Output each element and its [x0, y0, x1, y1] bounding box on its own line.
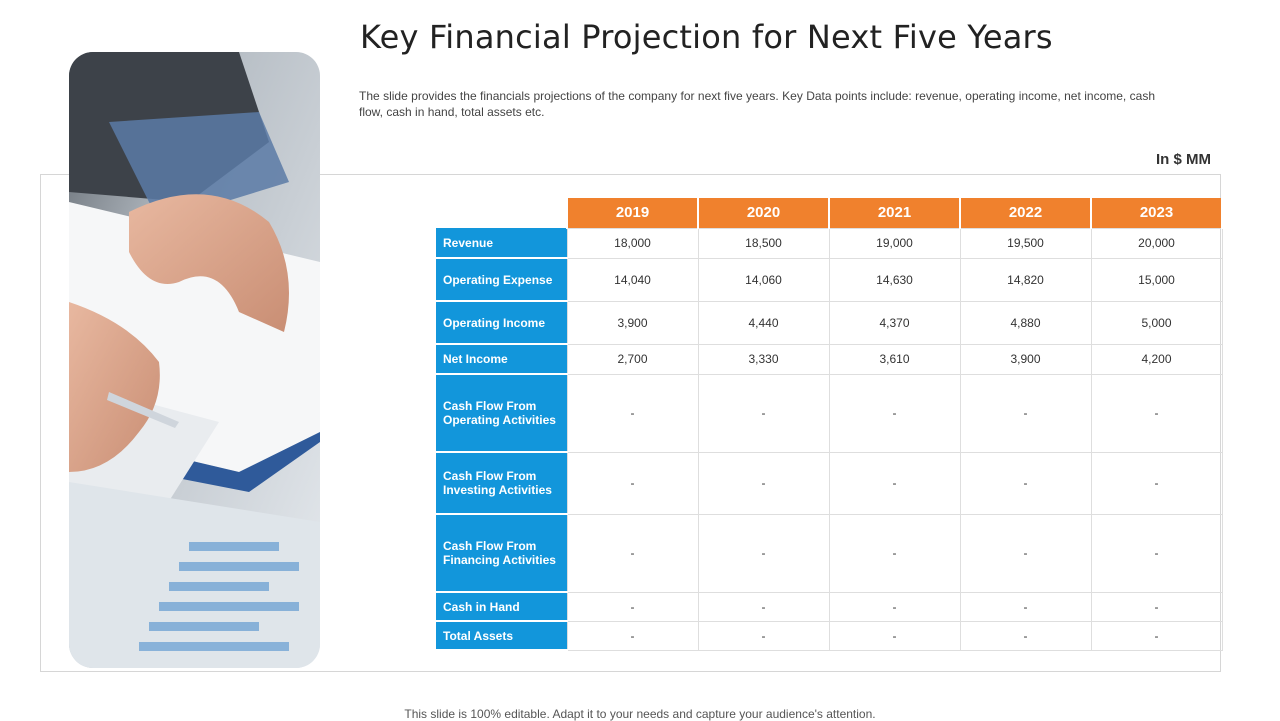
row-label: Total Assets — [436, 621, 567, 651]
table-cell: - — [566, 620, 699, 651]
table-cell: - — [959, 451, 1092, 515]
table-row-net-income: Net Income 2,700 3,330 3,610 3,900 4,200 — [436, 343, 1223, 375]
row-label: Operating Expense — [436, 258, 567, 302]
row-label: Cash Flow From Operating Activities — [436, 374, 567, 453]
row-label: Cash Flow From Financing Activities — [436, 514, 567, 593]
table-row-cash-flow-operating: Cash Flow From Operating Activities - - … — [436, 373, 1223, 453]
table-cell: - — [566, 591, 699, 622]
row-label: Cash in Hand — [436, 592, 567, 622]
year-header: 2020 — [697, 198, 830, 228]
table-row-cash-flow-investing: Cash Flow From Investing Activities - - … — [436, 451, 1223, 515]
year-header: 2021 — [828, 198, 961, 228]
table-cell: 14,040 — [566, 257, 699, 302]
table-cell: - — [828, 373, 961, 453]
table-cell: 19,500 — [959, 227, 1092, 259]
table-row-operating-expense: Operating Expense 14,040 14,060 14,630 1… — [436, 257, 1223, 302]
table-cell: - — [828, 451, 961, 515]
table-row-cash-in-hand: Cash in Hand - - - - - — [436, 591, 1223, 622]
table-cell: 3,900 — [566, 300, 699, 345]
table-cell: 18,500 — [697, 227, 830, 259]
year-header-row: 2019 2020 2021 2022 2023 — [436, 198, 1223, 228]
row-label: Revenue — [436, 228, 567, 259]
table-cell: - — [1090, 451, 1223, 515]
table-cell: - — [697, 591, 830, 622]
table-cell: 14,820 — [959, 257, 1092, 302]
table-cell: - — [1090, 373, 1223, 453]
year-header: 2019 — [566, 198, 699, 228]
table-cell: - — [566, 513, 699, 593]
header-corner — [436, 198, 567, 228]
table-cell: - — [828, 591, 961, 622]
table-row-operating-income: Operating Income 3,900 4,440 4,370 4,880… — [436, 300, 1223, 345]
row-label: Operating Income — [436, 301, 567, 345]
table-cell: - — [828, 620, 961, 651]
table-cell: - — [959, 373, 1092, 453]
table-row-total-assets: Total Assets - - - - - — [436, 620, 1223, 651]
table-cell: 5,000 — [1090, 300, 1223, 345]
table-cell: 2,700 — [566, 343, 699, 375]
table-cell: - — [697, 451, 830, 515]
slide-title: Key Financial Projection for Next Five Y… — [360, 18, 1053, 56]
year-header: 2022 — [959, 198, 1092, 228]
table-row-revenue: Revenue 18,000 18,500 19,000 19,500 20,0… — [436, 227, 1223, 259]
table-cell: 15,000 — [1090, 257, 1223, 302]
table-cell: - — [697, 620, 830, 651]
table-cell: - — [1090, 591, 1223, 622]
table-cell: - — [1090, 513, 1223, 593]
table-cell: 14,630 — [828, 257, 961, 302]
table-cell: - — [1090, 620, 1223, 651]
financial-projection-table: 2019 2020 2021 2022 2023 Revenue 18,000 … — [436, 198, 1223, 651]
table-cell: - — [697, 513, 830, 593]
table-cell: 4,440 — [697, 300, 830, 345]
units-label: In $ MM — [1156, 151, 1211, 168]
row-label: Cash Flow From Investing Activities — [436, 452, 567, 515]
table-cell: 19,000 — [828, 227, 961, 259]
table-cell: 3,610 — [828, 343, 961, 375]
table-cell: - — [697, 373, 830, 453]
table-cell: - — [959, 591, 1092, 622]
table-cell: 3,330 — [697, 343, 830, 375]
footer-note: This slide is 100% editable. Adapt it to… — [404, 707, 876, 721]
slide-description: The slide provides the financials projec… — [359, 89, 1155, 119]
table-cell: 4,370 — [828, 300, 961, 345]
table-cell: 4,200 — [1090, 343, 1223, 375]
table-cell: 3,900 — [959, 343, 1092, 375]
table-cell: 4,880 — [959, 300, 1092, 345]
table-cell: - — [566, 451, 699, 515]
table-row-cash-flow-financing: Cash Flow From Financing Activities - - … — [436, 513, 1223, 593]
table-cell: - — [959, 620, 1092, 651]
table-cell: - — [828, 513, 961, 593]
table-cell: 20,000 — [1090, 227, 1223, 259]
office-photo — [69, 52, 320, 668]
table-cell: 18,000 — [566, 227, 699, 259]
table-cell: 14,060 — [697, 257, 830, 302]
row-label: Net Income — [436, 344, 567, 375]
year-header: 2023 — [1090, 198, 1223, 228]
table-cell: - — [566, 373, 699, 453]
table-cell: - — [959, 513, 1092, 593]
